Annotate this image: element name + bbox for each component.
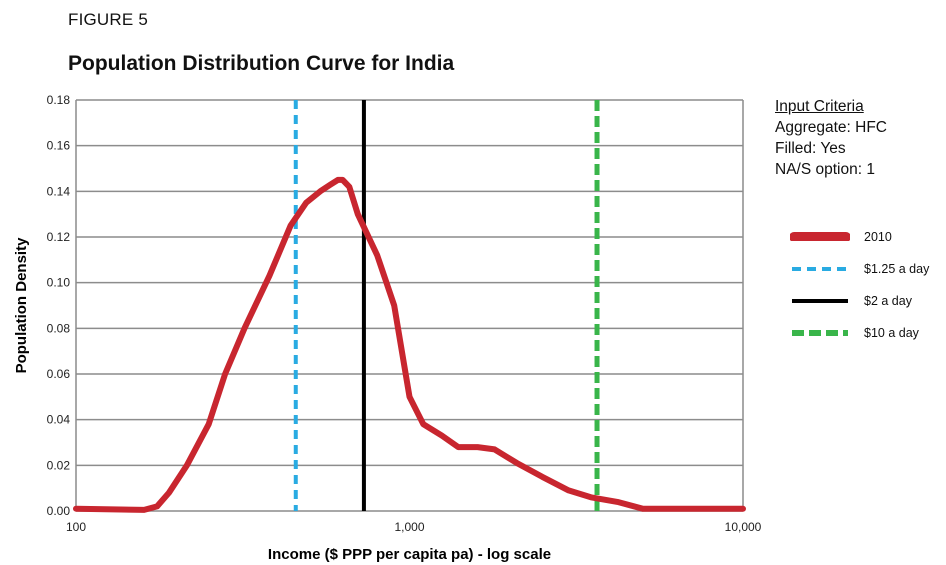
legend-label: 2010 <box>864 230 892 244</box>
y-tick-label: 0.18 <box>47 93 71 107</box>
criteria-line: Aggregate: HFC <box>775 119 887 136</box>
criteria-line: NA/S option: 1 <box>775 161 875 178</box>
y-tick-label: 0.02 <box>47 458 71 472</box>
criteria-heading: Input Criteria <box>775 98 864 115</box>
figure-label: FIGURE 5 <box>68 10 149 29</box>
gridlines <box>75 99 744 512</box>
y-tick-label: 0.16 <box>47 139 71 153</box>
y-axis-label: Population Density <box>13 237 30 374</box>
y-tick-label: 0.14 <box>47 184 71 198</box>
series-line-2010 <box>73 176 746 513</box>
legend-label: $1.25 a day <box>864 262 930 276</box>
x-tick-label: 1,000 <box>394 520 424 534</box>
y-tick-label: 0.10 <box>47 276 71 290</box>
y-tick-label: 0.12 <box>47 230 71 244</box>
input-criteria: Input Criteria Aggregate: HFC Filled: Ye… <box>775 96 887 180</box>
y-tick-label: 0.08 <box>47 321 71 335</box>
x-tick-label: 100 <box>66 520 86 534</box>
legend-label: $2 a day <box>864 294 912 308</box>
legend-swatch <box>792 330 848 336</box>
x-axis-label: Income ($ PPP per capita pa) - log scale <box>268 546 551 563</box>
y-tick-label: 0.04 <box>47 413 71 427</box>
axis-ticks: 0.00 0.02 0.04 0.06 0.08 0.10 0.12 0.14 0.16 0.18… <box>47 93 762 534</box>
legend-swatch <box>792 299 848 303</box>
data-series <box>73 176 746 513</box>
x-tick-label: 10,000 <box>725 520 762 534</box>
y-tick-label: 0.00 <box>47 504 71 518</box>
criteria-line: Filled: Yes <box>775 140 846 157</box>
y-tick-label: 0.06 <box>47 367 71 381</box>
legend-swatch <box>790 232 850 241</box>
reference-lines <box>293 100 600 511</box>
legend-label: $10 a day <box>864 326 919 340</box>
legend-swatch <box>792 267 848 271</box>
chart-title: Population Distribution Curve for India <box>68 52 455 75</box>
